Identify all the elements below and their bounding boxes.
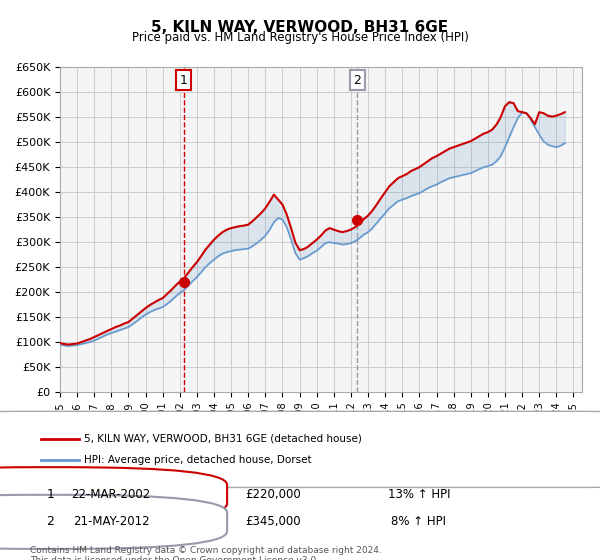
- Text: 8% ↑ HPI: 8% ↑ HPI: [391, 515, 446, 529]
- Text: 5, KILN WAY, VERWOOD, BH31 6GE (detached house): 5, KILN WAY, VERWOOD, BH31 6GE (detached…: [84, 434, 362, 444]
- Text: 2: 2: [47, 515, 55, 529]
- Text: 5, KILN WAY, VERWOOD, BH31 6GE: 5, KILN WAY, VERWOOD, BH31 6GE: [151, 20, 449, 35]
- Text: £220,000: £220,000: [245, 488, 301, 501]
- Text: 2: 2: [353, 74, 361, 87]
- Text: 21-MAY-2012: 21-MAY-2012: [73, 515, 149, 529]
- FancyBboxPatch shape: [0, 467, 227, 521]
- Text: 22-MAR-2002: 22-MAR-2002: [71, 488, 151, 501]
- Text: 1: 1: [179, 74, 188, 87]
- FancyBboxPatch shape: [0, 495, 227, 549]
- Text: £345,000: £345,000: [245, 515, 301, 529]
- Text: Price paid vs. HM Land Registry's House Price Index (HPI): Price paid vs. HM Land Registry's House …: [131, 31, 469, 44]
- FancyBboxPatch shape: [0, 411, 600, 487]
- Text: 13% ↑ HPI: 13% ↑ HPI: [388, 488, 450, 501]
- Text: HPI: Average price, detached house, Dorset: HPI: Average price, detached house, Dors…: [84, 455, 311, 465]
- Text: 1: 1: [47, 488, 55, 501]
- Text: Contains HM Land Registry data © Crown copyright and database right 2024.
This d: Contains HM Land Registry data © Crown c…: [30, 546, 382, 560]
